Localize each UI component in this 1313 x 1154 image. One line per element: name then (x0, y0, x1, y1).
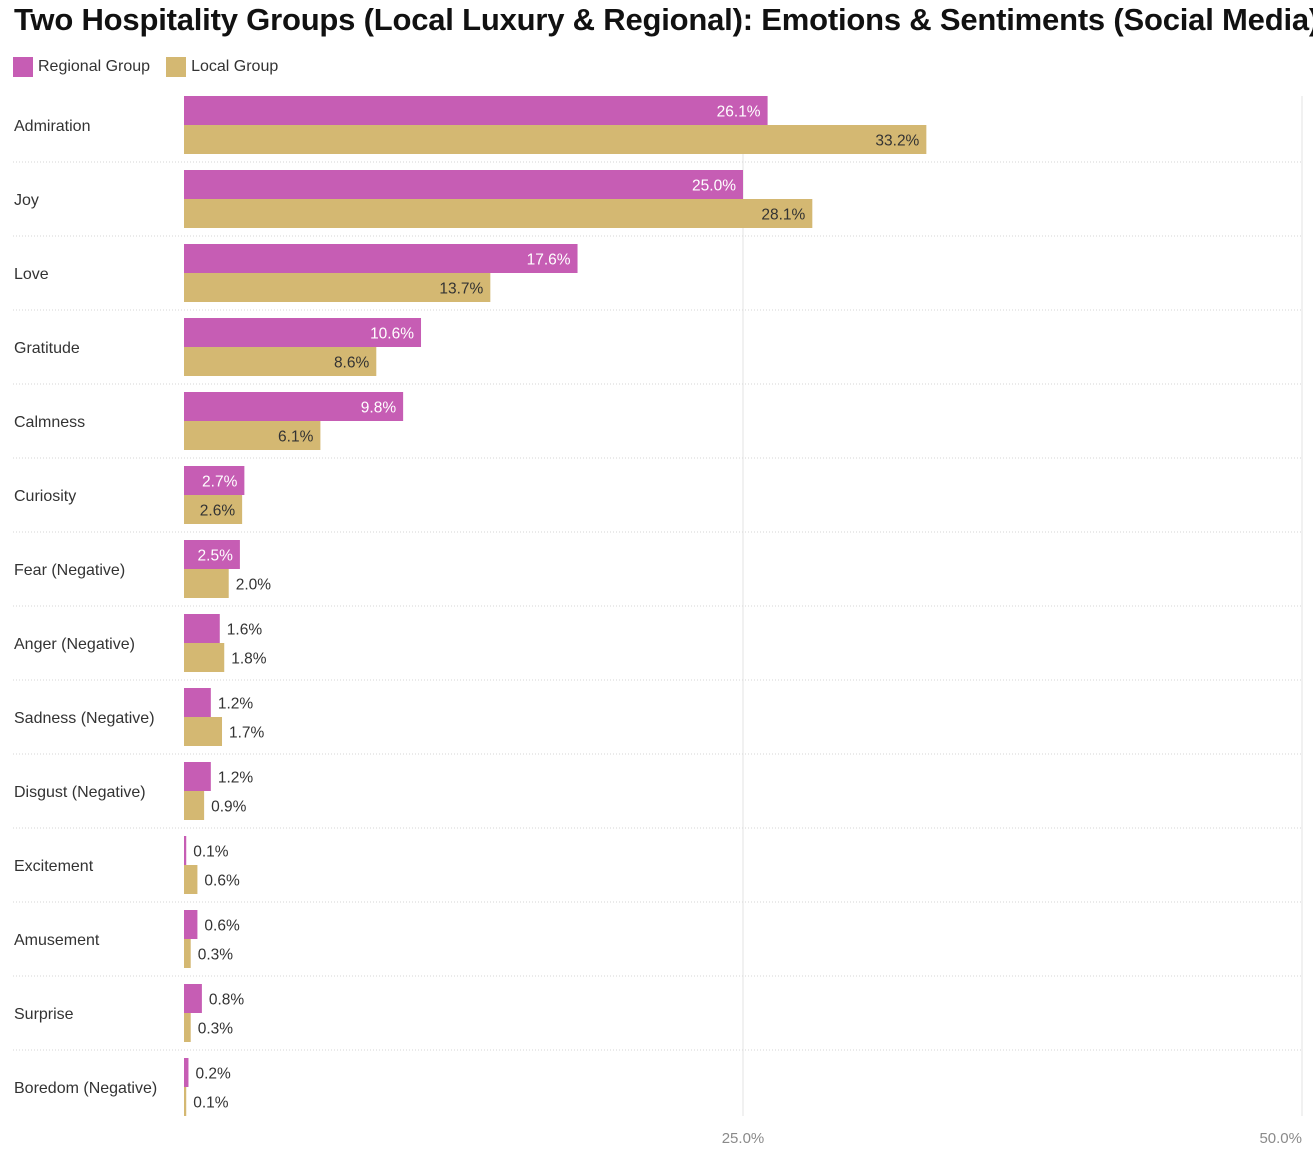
bar (184, 836, 187, 865)
bar (184, 1058, 189, 1087)
legend-item-local[interactable]: Local Group (166, 57, 278, 77)
category-label: Anger (Negative) (14, 636, 135, 653)
bar (184, 495, 243, 524)
data-label: 28.1% (761, 207, 805, 224)
data-label: 1.8% (231, 651, 267, 668)
data-label: 2.7% (202, 474, 238, 491)
x-tick-label: 50.0% (1259, 1130, 1302, 1147)
data-label: 1.7% (229, 725, 265, 742)
bar (184, 762, 211, 791)
data-label: 26.1% (717, 104, 761, 121)
category-label: Disgust (Negative) (14, 784, 146, 801)
bar (184, 939, 191, 968)
bar (184, 347, 377, 376)
bar (184, 688, 211, 717)
data-label: 0.9% (211, 799, 247, 816)
data-label: 0.6% (204, 873, 240, 890)
category-label: Gratitude (14, 340, 80, 357)
bar (184, 273, 491, 302)
bar (184, 96, 768, 125)
bar (184, 466, 245, 495)
bar (184, 1087, 187, 1116)
data-label: 0.3% (198, 947, 234, 964)
legend-label-local: Local Group (191, 58, 279, 75)
legend-swatch-regional (13, 57, 33, 77)
bar (184, 318, 422, 347)
data-label: 0.2% (195, 1066, 231, 1083)
bar (184, 717, 223, 746)
bar (184, 125, 927, 154)
category-label: Sadness (Negative) (14, 710, 155, 727)
bar (184, 170, 743, 199)
data-label: 0.3% (198, 1021, 234, 1038)
category-label: Admiration (14, 118, 90, 135)
data-label: 2.6% (200, 503, 236, 520)
data-label: 9.8% (361, 400, 397, 417)
category-label: Joy (14, 192, 39, 209)
bar (184, 643, 225, 672)
category-label: Fear (Negative) (14, 562, 125, 579)
legend: Regional Group Local Group (13, 57, 294, 77)
data-label: 2.0% (236, 577, 272, 594)
bar (184, 791, 205, 820)
data-label: 1.2% (218, 770, 254, 787)
bar (184, 199, 813, 228)
bar (184, 984, 202, 1013)
data-label: 10.6% (370, 326, 414, 343)
data-label: 17.6% (527, 252, 571, 269)
category-label: Amusement (14, 932, 100, 949)
category-label: Curiosity (14, 488, 76, 505)
data-label: 1.2% (218, 696, 254, 713)
x-tick-label: 25.0% (722, 1130, 765, 1147)
bar (184, 421, 321, 450)
bar (184, 392, 404, 421)
bar (184, 614, 220, 643)
bar (184, 244, 578, 273)
data-label: 2.5% (198, 548, 234, 565)
legend-swatch-local (166, 57, 187, 77)
category-label: Calmness (14, 414, 85, 431)
bar (184, 569, 229, 598)
bar (184, 910, 198, 939)
bar (184, 865, 198, 894)
bar (184, 1013, 191, 1042)
category-label: Excitement (14, 858, 94, 875)
bar (184, 540, 240, 569)
data-label: 33.2% (875, 133, 919, 150)
legend-label-regional: Regional Group (38, 58, 151, 75)
data-label: 8.6% (334, 355, 370, 372)
data-label: 25.0% (692, 178, 736, 195)
data-label: 0.6% (204, 918, 240, 935)
data-label: 0.8% (209, 992, 245, 1009)
data-label: 6.1% (278, 429, 314, 446)
category-label: Surprise (14, 1006, 74, 1023)
legend-item-regional[interactable]: Regional Group (13, 57, 150, 77)
chart-title: Two Hospitality Groups (Local Luxury & R… (14, 2, 1313, 37)
category-label: Boredom (Negative) (14, 1080, 157, 1097)
data-label: 0.1% (193, 1095, 229, 1112)
category-label: Love (14, 266, 49, 283)
data-label: 13.7% (439, 281, 483, 298)
data-label: 1.6% (227, 622, 263, 639)
data-label: 0.1% (193, 844, 229, 861)
